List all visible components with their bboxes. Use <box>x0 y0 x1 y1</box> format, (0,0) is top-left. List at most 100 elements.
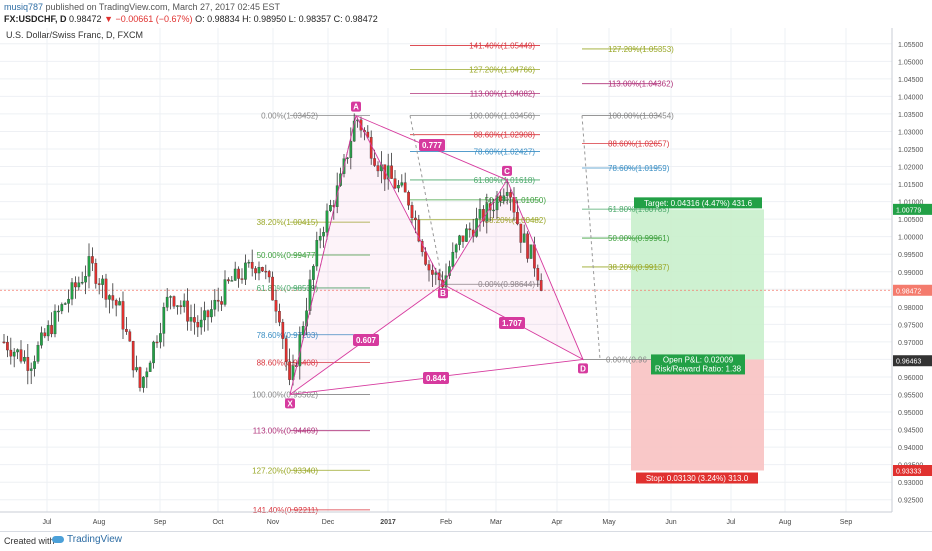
y-tick-label: 0.97000 <box>898 340 923 347</box>
fib-label: 100.00%(1.03456) <box>469 111 535 120</box>
candle-body <box>36 345 40 362</box>
x-tick-label: Sep <box>154 519 167 526</box>
candle-body <box>220 301 223 305</box>
publish-info: musiq787 published on TradingView.com, M… <box>4 2 280 12</box>
candle-body <box>206 310 210 318</box>
candle-body <box>80 281 84 284</box>
stop-label-bg <box>636 472 758 484</box>
candle-body <box>427 264 431 271</box>
tradingview-logo[interactable]: TradingView <box>52 534 122 545</box>
price-tag-label: 1.00779 <box>896 207 921 214</box>
author-link[interactable]: musiq787 <box>4 2 44 12</box>
y-tick-label: 1.00500 <box>898 217 923 224</box>
stop-zone <box>631 359 764 471</box>
candle-body <box>40 332 43 346</box>
candle-body <box>315 240 319 267</box>
fib-label: 100.00%(0.95502) <box>252 390 318 399</box>
candle-body <box>162 307 166 334</box>
fib-label: 0.00%(0.98644) <box>478 280 535 289</box>
pattern-ratio-label: 0.607 <box>356 336 377 345</box>
fib-label: 50.00%(0.99961) <box>608 234 670 243</box>
candle-body <box>264 270 268 273</box>
candle-body <box>301 326 305 335</box>
candle-body <box>172 296 176 307</box>
candle-body <box>482 209 485 222</box>
candle-body <box>318 235 322 241</box>
candle-body <box>281 322 285 339</box>
price-tag-label: 0.93333 <box>896 469 921 476</box>
candle-body <box>16 349 19 353</box>
y-tick-label: 0.96000 <box>898 375 923 382</box>
price-tag-bg <box>893 465 932 477</box>
pattern-ratio-box <box>423 372 449 384</box>
candle-body <box>400 182 404 186</box>
candle-body <box>23 356 26 362</box>
y-tick-label: 0.97500 <box>898 322 923 329</box>
candle-body <box>50 325 53 335</box>
candle-body <box>53 310 57 335</box>
candle-body <box>77 282 81 288</box>
candle-body <box>509 192 512 198</box>
fib-label: 61.80%(1.00785) <box>608 205 670 214</box>
candle-body <box>478 209 482 219</box>
symbol[interactable]: FX:USDCHF, D <box>4 14 67 24</box>
candle-body <box>67 298 70 304</box>
candle-body <box>101 278 104 285</box>
candle-body <box>26 356 30 371</box>
candle-body <box>461 235 465 242</box>
candle-body <box>70 282 74 300</box>
candle-body <box>135 367 138 371</box>
fib-label: 38.20%(1.00482) <box>485 216 547 225</box>
y-tick-label: 0.99500 <box>898 252 923 259</box>
x-tick-label: Jul <box>43 519 52 526</box>
x-tick-label: Mar <box>490 519 503 526</box>
candle-body <box>526 233 529 259</box>
price-chart[interactable]: U.S. Dollar/Swiss Franc, D, FXCM 0.00%(1… <box>0 0 932 531</box>
price-tag-label: 0.98472 <box>896 288 921 295</box>
candle-body <box>12 351 16 357</box>
candle-body <box>104 278 108 300</box>
candle-body <box>468 228 472 231</box>
candle-body <box>138 367 142 388</box>
candle-body <box>278 311 281 323</box>
candle-body <box>186 300 189 322</box>
candle-body <box>349 140 353 158</box>
candle-body <box>87 256 91 277</box>
candle-body <box>121 301 125 330</box>
candle-body <box>267 271 271 278</box>
candle-body <box>254 268 257 274</box>
pattern-ratio-label: 0.844 <box>426 374 447 383</box>
x-tick-label: May <box>602 519 616 526</box>
candle-body <box>291 365 295 380</box>
candle-body <box>213 299 217 310</box>
y-tick-label: 1.03000 <box>898 129 923 136</box>
ohlc-values: O: 0.98834 H: 0.98950 L: 0.98357 C: 0.98… <box>195 14 378 24</box>
candle-body <box>237 268 240 279</box>
candle-body <box>386 165 390 180</box>
candle-body <box>373 158 376 166</box>
y-tick-label: 1.02000 <box>898 165 923 172</box>
candle-body <box>261 267 264 272</box>
position-zones <box>0 209 892 471</box>
target-label-bg <box>634 197 762 209</box>
price-tag-bg <box>893 355 932 367</box>
candle-body <box>274 300 278 312</box>
candle-body <box>451 251 455 267</box>
candle-body <box>434 272 438 275</box>
target-label: Target: 0.04316 (4.47%) 431.6 <box>644 199 753 208</box>
candle-body <box>142 376 145 388</box>
candle-body <box>155 341 159 344</box>
y-tick-label: 1.01000 <box>898 200 923 207</box>
fib-guide <box>581 115 601 360</box>
y-tick-label: 0.98000 <box>898 305 923 312</box>
x-tick-label: Apr <box>552 519 564 526</box>
y-tick-label: 0.95000 <box>898 410 923 417</box>
candle-body <box>230 280 234 282</box>
candle-body <box>499 195 502 202</box>
x-tick-label: Jul <box>727 519 736 526</box>
candle-body <box>128 331 132 342</box>
candle-body <box>492 209 495 212</box>
candle-body <box>376 165 380 172</box>
fib-label: 38.20%(0.99137) <box>608 263 670 272</box>
harmonic-pattern: X A B C D 0.777 0.607 1.707 0.844 <box>285 101 588 409</box>
